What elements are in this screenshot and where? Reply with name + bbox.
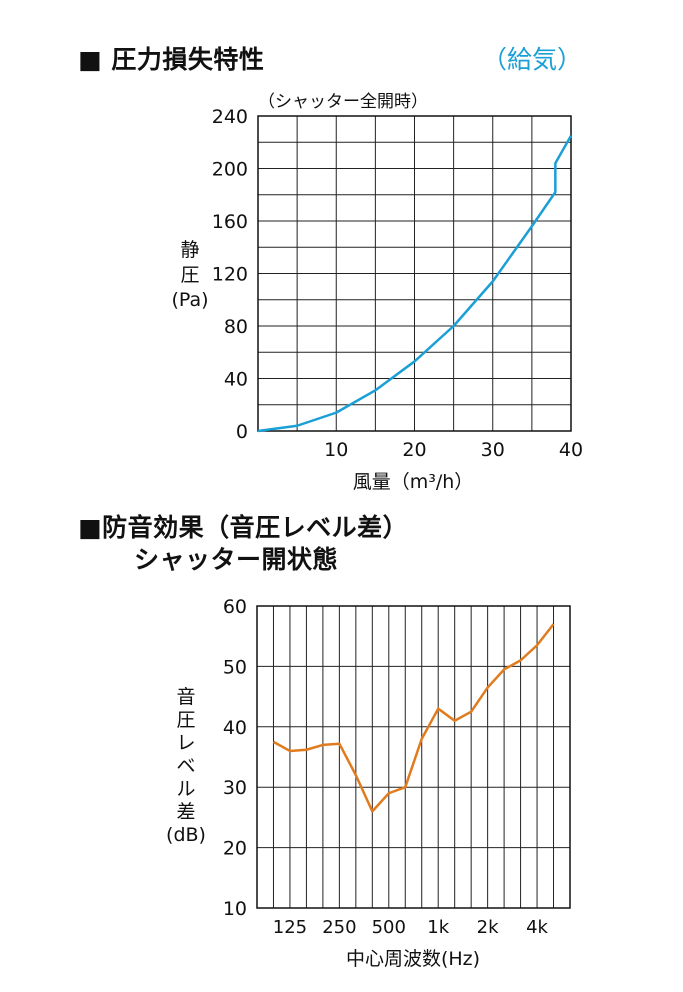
x-tick-label: 30	[481, 439, 505, 461]
y-axis-label: ベ	[176, 755, 195, 777]
y-tick-label: 0	[236, 421, 248, 443]
x-tick-label: 1k	[427, 917, 449, 938]
chart-subtitle: （シャッター全開時）	[258, 92, 428, 112]
x-axis-label: 中心周波数(Hz)	[346, 948, 480, 970]
y-tick-label: 120	[212, 264, 248, 286]
section2-title-line1: ■防音効果（音圧レベル差）	[78, 513, 409, 542]
y-tick-label: 160	[212, 211, 248, 233]
section1-tag: （給気）	[482, 45, 583, 74]
x-tick-label: 500	[372, 917, 406, 938]
y-tick-label: 40	[224, 369, 248, 391]
y-axis-label: 差	[176, 801, 195, 823]
x-tick-label: 4k	[526, 917, 548, 938]
y-tick-label: 20	[223, 838, 247, 860]
y-axis-label: (dB)	[166, 824, 206, 846]
section1-title: ■ 圧力損失特性	[78, 45, 265, 74]
x-tick-label: 125	[273, 917, 307, 938]
x-tick-label: 10	[324, 439, 348, 461]
y-axis-label: ル	[176, 778, 195, 800]
x-tick-label: 40	[559, 439, 583, 461]
y-tick-label: 50	[223, 656, 247, 678]
section2-title-line2: シャッター開状態	[134, 545, 339, 574]
x-tick-label: 250	[322, 917, 356, 938]
y-tick-label: 30	[223, 777, 247, 799]
y-axis-label: レ	[176, 732, 195, 754]
pressure-loss-chart: 0 40 80 120 160 200 240 10 20 30 40 （シャッター全開時） 風量（m³…	[171, 92, 583, 493]
y-tick-label: 10	[223, 898, 247, 920]
series-line	[257, 135, 573, 433]
y-axis-label: 圧	[180, 264, 199, 286]
x-axis-label: 風量（m³/h）	[353, 471, 474, 493]
y-axis-label: (Pa)	[171, 289, 208, 311]
y-tick-label: 60	[223, 596, 247, 618]
x-tick-label: 2k	[477, 917, 499, 938]
series-line	[272, 623, 555, 813]
x-tick-label: 20	[402, 439, 426, 461]
y-axis-label: 圧	[176, 709, 195, 731]
y-tick-label: 200	[212, 159, 248, 181]
y-axis-label: 音	[176, 686, 195, 708]
y-tick-label: 40	[223, 717, 247, 739]
y-tick-label: 80	[224, 316, 248, 338]
y-tick-label: 240	[212, 106, 248, 128]
plot-frame	[256, 605, 571, 909]
plot-frame	[257, 115, 572, 432]
y-axis-label: 静	[180, 239, 199, 261]
